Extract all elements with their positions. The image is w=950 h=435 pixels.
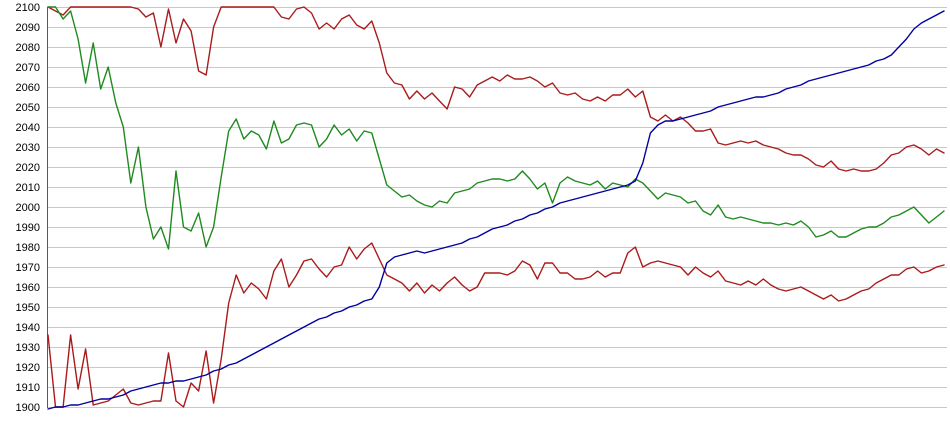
- y-axis-tick-label: 2080: [16, 42, 40, 54]
- y-axis-tick-label: 1900: [16, 402, 40, 414]
- y-axis-tick-label: 2010: [16, 182, 40, 194]
- series-lower-red-line: [47, 242, 945, 408]
- y-axis-tick-label: 2060: [16, 82, 40, 94]
- y-axis-tick-label: 1920: [16, 362, 40, 374]
- y-axis-tick-label: 2020: [16, 162, 40, 174]
- series-green-line: [47, 6, 945, 250]
- y-axis-tick-label: 2050: [16, 102, 40, 114]
- y-axis-tick-label: 1950: [16, 302, 40, 314]
- series-upper-red-line: [47, 6, 945, 172]
- y-axis-tick-label: 2100: [16, 2, 40, 14]
- y-axis-tick-label: 1970: [16, 262, 40, 274]
- y-axis-tick-label: 2040: [16, 122, 40, 134]
- y-axis-tick-label: 2070: [16, 62, 40, 74]
- y-axis-tick-label: 1980: [16, 242, 40, 254]
- y-axis-tick-label: 2000: [16, 202, 40, 214]
- y-axis-tick-label: 2030: [16, 142, 40, 154]
- y-axis-tick-label: 1940: [16, 322, 40, 334]
- y-axis-tick-label: 2090: [16, 22, 40, 34]
- series-blue-line: [47, 10, 945, 410]
- y-axis-tick-label: 1960: [16, 282, 40, 294]
- y-axis-tick-label: 1910: [16, 382, 40, 394]
- y-axis-tick-label: 1930: [16, 342, 40, 354]
- y-axis-tick-label: 1990: [16, 222, 40, 234]
